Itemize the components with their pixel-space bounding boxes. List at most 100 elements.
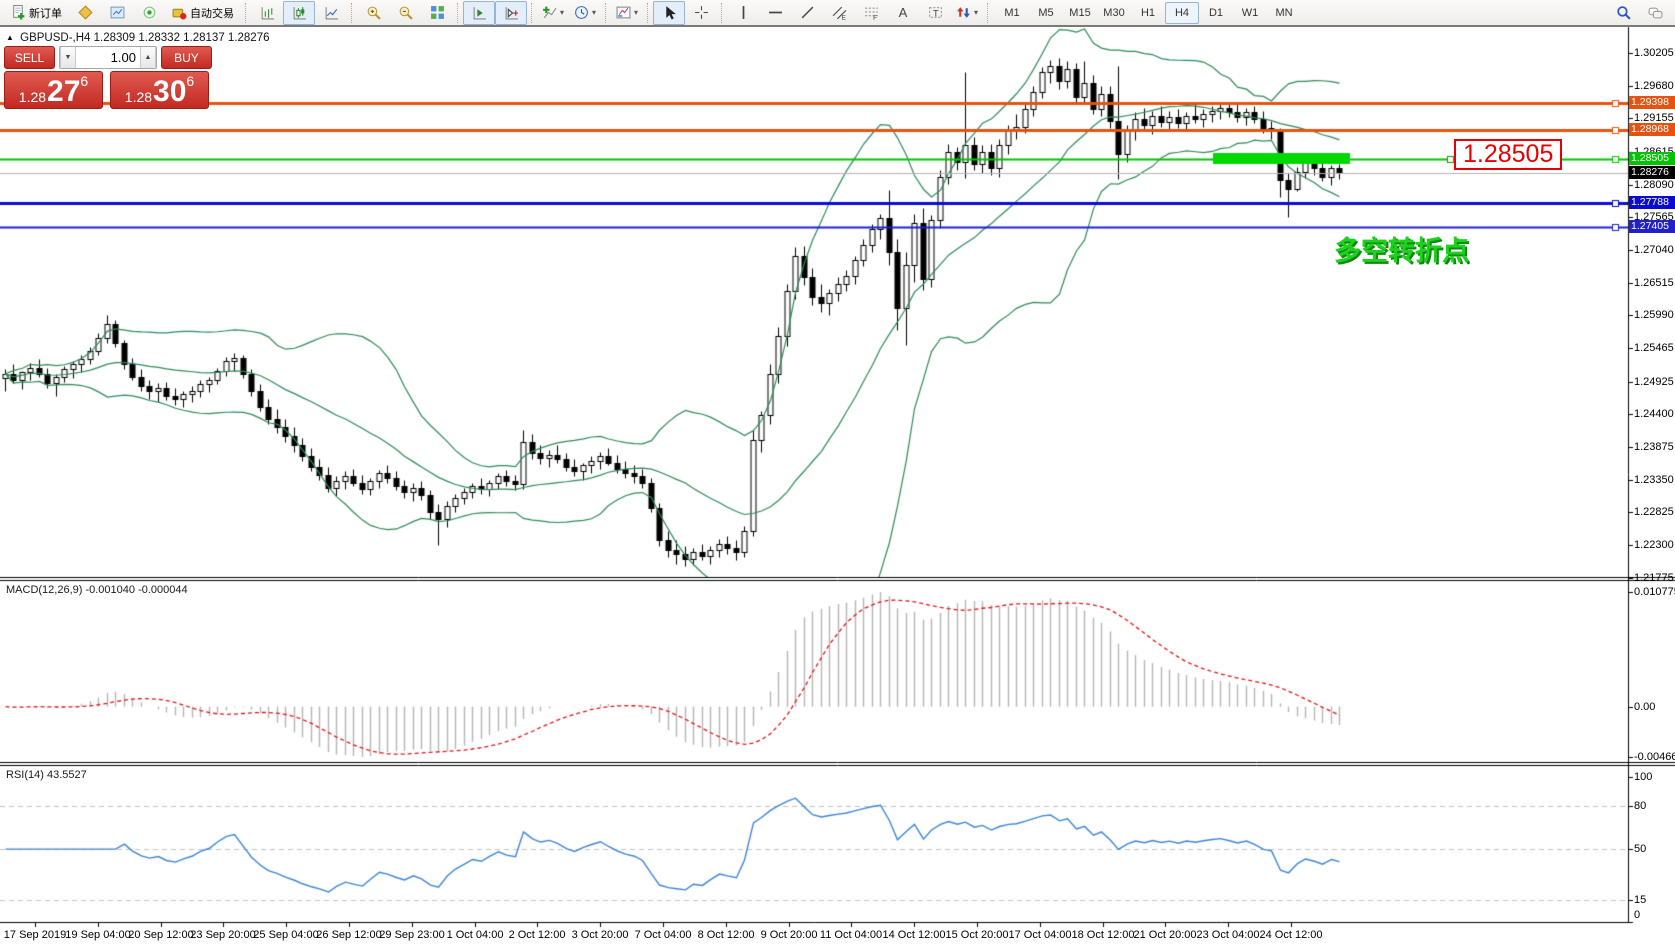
crosshair-tool-button[interactable] xyxy=(685,1,717,25)
price-axis-tick: 1.30205 xyxy=(1634,47,1674,59)
price-axis-tick: 1.23875 xyxy=(1634,441,1674,453)
timeframe-H1[interactable]: H1 xyxy=(1140,6,1156,19)
timeframe-M30[interactable]: M30 xyxy=(1103,6,1125,19)
buy-price-main: 30 xyxy=(153,75,187,108)
channel-tool-button[interactable]: E xyxy=(823,1,855,25)
signals-icon xyxy=(143,6,155,19)
vertical-line-icon xyxy=(742,6,744,19)
volume-increase-button[interactable]: ▲ xyxy=(139,47,156,68)
time-axis-label: 7 Oct 04:00 xyxy=(634,929,692,941)
bar-chart-button[interactable] xyxy=(251,1,283,25)
toolbar-separator xyxy=(647,2,649,23)
chat-button[interactable] xyxy=(1639,1,1671,25)
toolbar-separator xyxy=(605,2,607,23)
price-level-label: 1.27405 xyxy=(1629,220,1675,233)
time-axis-label: 21 Oct 20:00 xyxy=(1133,929,1197,941)
horizontal-line-icon xyxy=(768,11,782,14)
text-tool-button[interactable]: A xyxy=(887,1,919,25)
timeframe-M5[interactable]: M5 xyxy=(1038,6,1054,19)
timeframe-W1[interactable]: W1 xyxy=(1241,6,1259,19)
sell-button[interactable]: SELL xyxy=(4,46,55,69)
line-chart-button[interactable] xyxy=(315,1,347,25)
time-axis-label: 11 Oct 04:00 xyxy=(819,929,883,941)
timeframe-group: M1 M5 M15 M30 H1 H4 D1 W1 MN xyxy=(995,1,1301,24)
sell-price-display[interactable]: 1.28 27 6 xyxy=(4,71,103,109)
metaeditor-button[interactable] xyxy=(69,1,101,25)
price-axis-tick: 1.24925 xyxy=(1634,376,1674,388)
toolbar-separator xyxy=(351,2,353,23)
auto-scroll-icon xyxy=(473,7,486,20)
chat-icon xyxy=(1648,7,1662,19)
toolbar-separator xyxy=(721,2,723,23)
timeframe-D1[interactable]: D1 xyxy=(1208,6,1224,19)
rsi-axis-tick: 15 xyxy=(1634,894,1647,906)
rsi-axis-tick: 0 xyxy=(1634,909,1641,921)
fibonacci-tool-button[interactable]: F xyxy=(855,1,887,25)
tile-windows-button[interactable] xyxy=(421,1,453,25)
time-axis-label: 14 Oct 12:00 xyxy=(882,929,946,941)
chevron-down-icon: ▾ xyxy=(559,7,564,17)
vertical-line-tool-button[interactable] xyxy=(727,1,759,25)
timeframe-M1[interactable]: M1 xyxy=(1004,6,1020,19)
cursor-tool-button[interactable] xyxy=(653,0,685,25)
time-axis-label: 26 Sep 12:00 xyxy=(316,929,382,941)
templates-icon xyxy=(616,6,631,19)
zoom-in-button[interactable] xyxy=(357,1,389,25)
metaeditor-icon xyxy=(77,5,93,20)
macd-axis-tick: 0.010775 xyxy=(1634,586,1675,598)
zoom-out-button[interactable] xyxy=(389,1,421,25)
volume-decrease-button[interactable]: ▼ xyxy=(59,47,76,68)
new-order-icon xyxy=(13,5,25,20)
collapse-panel-icon[interactable]: ▲ xyxy=(6,33,14,42)
price-level-label: 1.29398 xyxy=(1629,96,1675,109)
symbol-header: ▲ GBPUSD-,H4 1.28309 1.28332 1.28137 1.2… xyxy=(6,32,270,44)
chevron-down-icon: ▾ xyxy=(973,7,978,17)
auto-scroll-button[interactable] xyxy=(463,0,495,25)
equidistant-channel-icon: E xyxy=(832,6,846,20)
autotrading-button[interactable]: 自动交易 xyxy=(165,1,241,25)
price-axis-tick: 1.29680 xyxy=(1634,80,1674,92)
time-axis-label: 23 Sep 20:00 xyxy=(190,929,256,941)
price-level-label: 1.27788 xyxy=(1629,196,1675,209)
templates-dropdown-button[interactable]: ▾ xyxy=(611,1,643,25)
one-click-trading-panel: SELL ▼ ▲ BUY 1.28 27 6 1.28 30 6 xyxy=(4,46,212,109)
timeframe-H4[interactable]: H4 xyxy=(1165,1,1199,24)
indicators-dropdown-button[interactable]: ▾ xyxy=(537,1,569,25)
trendline-tool-button[interactable] xyxy=(791,1,823,25)
time-axis-label: 29 Sep 23:00 xyxy=(379,929,445,941)
clock-icon xyxy=(575,6,588,19)
arrows-dropdown-button[interactable]: ▾ xyxy=(951,1,983,25)
candlestick-chart-button[interactable] xyxy=(283,0,315,25)
search-button[interactable] xyxy=(1607,1,1639,25)
new-order-button[interactable]: 新订单 xyxy=(4,1,69,25)
timeframe-MN[interactable]: MN xyxy=(1275,6,1293,19)
price-callout-label[interactable]: 1.28505 xyxy=(1454,139,1563,170)
bar-chart-icon xyxy=(261,7,274,20)
volume-input[interactable] xyxy=(75,47,140,68)
buy-price-prefix: 1.28 xyxy=(124,89,153,105)
periods-dropdown-button[interactable]: ▾ xyxy=(569,1,601,25)
buy-price-pip: 6 xyxy=(186,73,195,89)
timeframe-M15[interactable]: M15 xyxy=(1069,6,1091,19)
buy-price-display[interactable]: 1.28 30 6 xyxy=(110,71,209,109)
zoom-in-icon xyxy=(367,6,381,20)
macd-axis-tick: -0.004668 xyxy=(1634,751,1675,763)
signals-button[interactable] xyxy=(133,1,165,25)
search-icon xyxy=(1616,6,1631,20)
price-axis-tick: 1.26515 xyxy=(1634,277,1674,289)
horizontal-line-tool-button[interactable] xyxy=(759,1,791,25)
chart-annotation-text[interactable]: 多空转折点 xyxy=(1334,236,1469,266)
text-label-tool-button[interactable]: T xyxy=(919,1,951,25)
buy-button[interactable]: BUY xyxy=(161,46,212,69)
chart-shift-button[interactable] xyxy=(495,0,527,25)
time-axis-label: 17 Oct 04:00 xyxy=(1008,929,1072,941)
charts-button[interactable] xyxy=(101,1,133,25)
arrows-icon xyxy=(957,7,970,18)
time-axis-label: 25 Sep 04:00 xyxy=(253,929,319,941)
text-tool-icon: A xyxy=(898,4,908,20)
volume-stepper: ▼ ▲ xyxy=(58,46,157,69)
time-axis-label: 1 Oct 04:00 xyxy=(446,929,504,941)
toolbar-separator xyxy=(245,2,247,23)
